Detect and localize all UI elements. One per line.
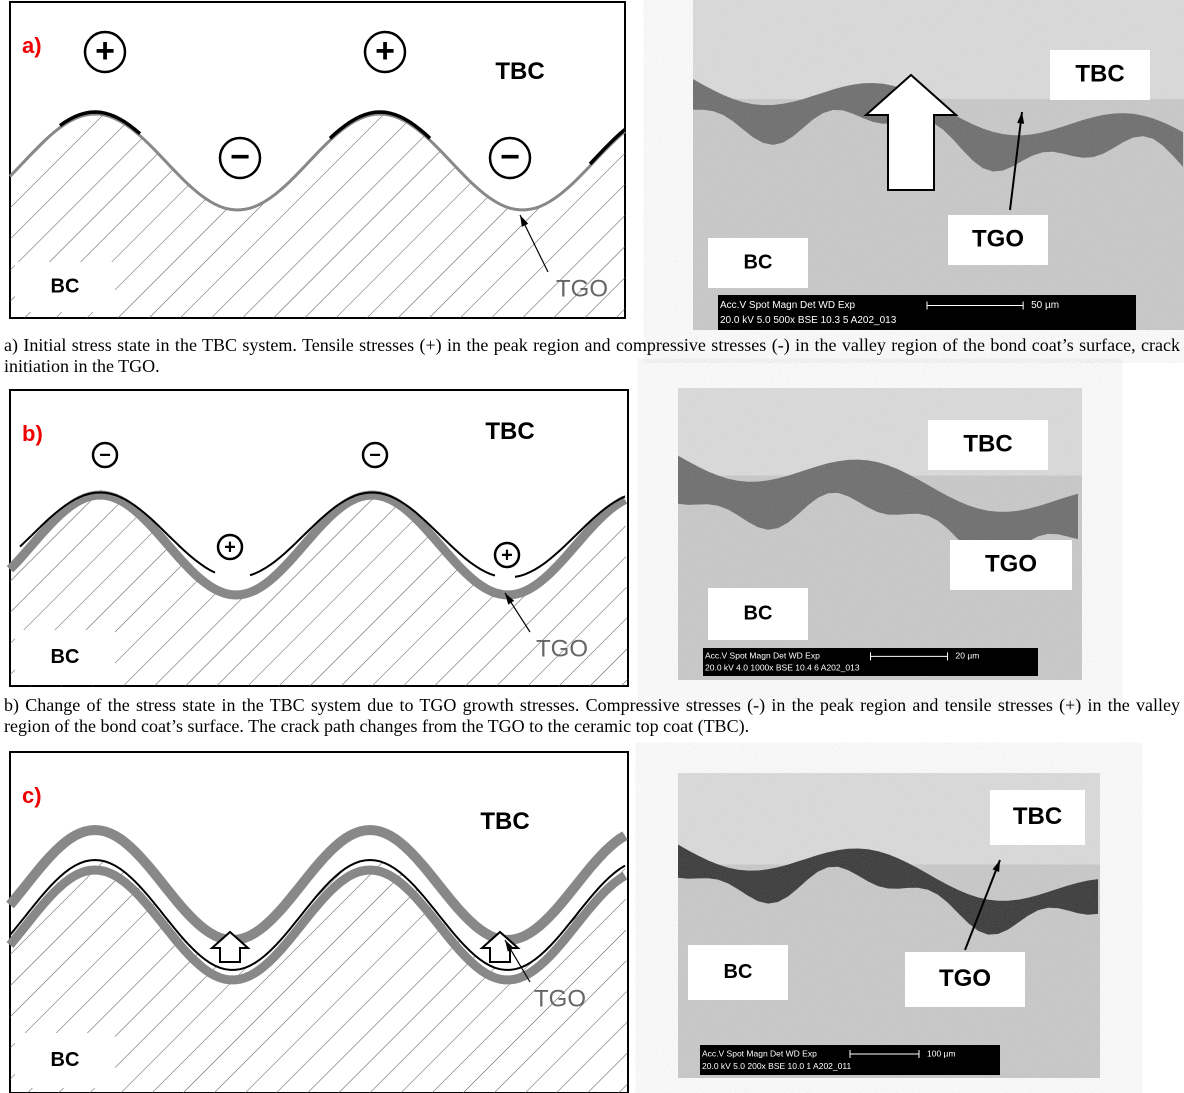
label: TBC <box>963 430 1012 457</box>
stress-sign: − <box>230 138 250 176</box>
label: TBC <box>1013 803 1062 830</box>
stress-sign: − <box>99 444 111 466</box>
databar-header: Acc.V Spot Magn Det WD Exp <box>705 651 820 661</box>
stress-sign: − <box>369 444 381 466</box>
tgo-label: TGO <box>536 635 588 662</box>
label: BC <box>51 646 80 668</box>
label: TGO <box>972 225 1024 252</box>
label: BC <box>51 275 80 297</box>
stress-sign: + <box>375 32 395 70</box>
panel-label: a) <box>22 33 42 58</box>
databar-values: 20.0 kV 4.0 1000x BSE 10.4 6 A202_013 <box>705 662 860 672</box>
caption: b) Change of the stress state in the TBC… <box>4 695 1180 737</box>
page: {"panels": [ {"label": "a)", "diagram": … <box>0 0 1184 1093</box>
label: BC <box>744 251 773 273</box>
label: TGO <box>985 550 1037 577</box>
databar-values: 20.0 kV 5.0 500x BSE 10.3 5 A202_013 <box>720 315 897 326</box>
scale-label: 100 µm <box>927 1048 956 1058</box>
tgo-label: TGO <box>556 275 608 302</box>
scale-label: 20 µm <box>956 651 980 661</box>
figure: a) + + − − TBC BC TGO TBC TGO BC Acc.V Spot Magn De… <box>0 0 1184 1093</box>
databar-values: 20.0 kV 5.0 200x BSE 10.0 1 A202_011 <box>702 1061 851 1071</box>
tgo-label: TGO <box>534 985 586 1012</box>
panel-label: b) <box>22 421 43 446</box>
label: TBC <box>480 808 529 835</box>
stress-sign: + <box>95 32 115 70</box>
label: TGO <box>939 965 991 992</box>
label: BC <box>724 961 753 983</box>
label: TBC <box>1075 60 1124 87</box>
label: BC <box>51 1049 80 1071</box>
label: TBC <box>495 58 544 85</box>
stress-sign: + <box>224 536 236 558</box>
label: TBC <box>485 418 534 445</box>
caption: a) Initial stress state in the TBC syste… <box>4 335 1180 377</box>
scale-label: 50 µm <box>1031 300 1059 311</box>
panel-label: c) <box>22 783 42 808</box>
stress-sign: + <box>501 544 513 566</box>
databar-header: Acc.V Spot Magn Det WD Exp <box>702 1048 817 1058</box>
stress-sign: − <box>500 138 520 176</box>
label: BC <box>744 602 773 624</box>
databar-header: Acc.V Spot Magn Det WD Exp <box>720 300 855 311</box>
